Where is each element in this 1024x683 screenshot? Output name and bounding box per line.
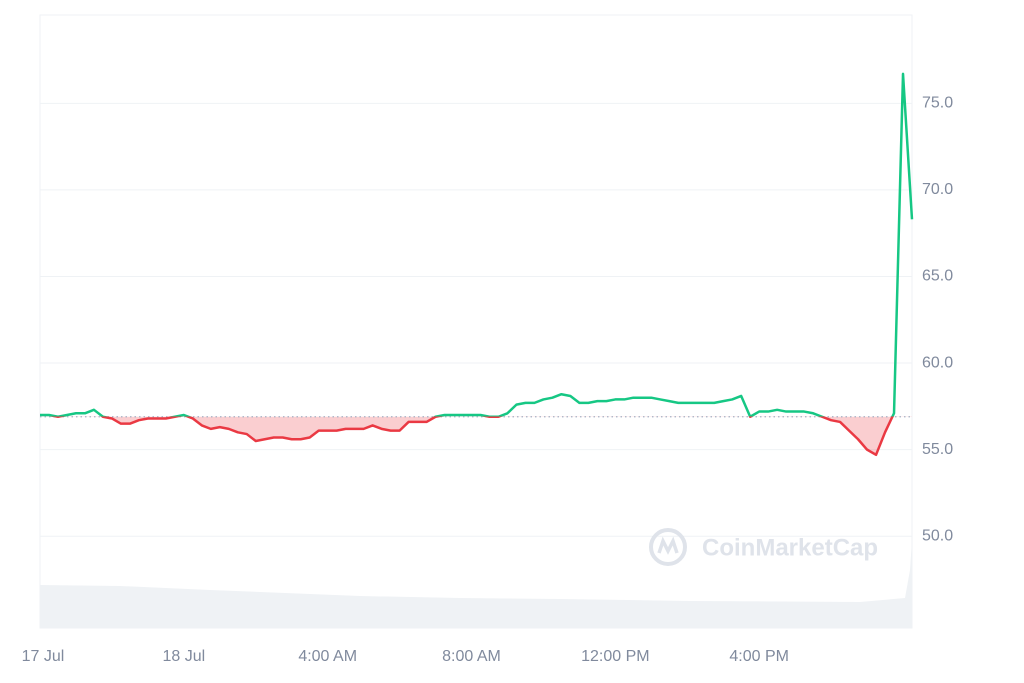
- x-tick-label: 4:00 AM: [298, 648, 357, 665]
- price-line: [40, 72, 914, 457]
- below-baseline-area: [40, 73, 912, 455]
- y-tick-label: 75.0: [922, 95, 953, 112]
- watermark-logo: [649, 528, 687, 566]
- x-tick-label: 4:00 PM: [729, 648, 789, 665]
- x-tick-label: 8:00 AM: [442, 648, 501, 665]
- x-tick-label: 12:00 PM: [581, 648, 649, 665]
- volume-area: [40, 540, 912, 628]
- y-tick-label: 70.0: [922, 181, 953, 198]
- x-tick-label: 17 Jul: [22, 648, 65, 665]
- x-tick-label: 18 Jul: [162, 648, 205, 665]
- watermark: CoinMarketCap: [649, 528, 878, 566]
- y-tick-label: 55.0: [922, 441, 953, 458]
- y-tick-label: 60.0: [922, 354, 953, 371]
- watermark-text: CoinMarketCap: [702, 534, 878, 561]
- y-tick-label: 65.0: [922, 268, 953, 285]
- y-tick-label: 50.0: [922, 527, 953, 544]
- watermark-logo-mark: [657, 536, 679, 555]
